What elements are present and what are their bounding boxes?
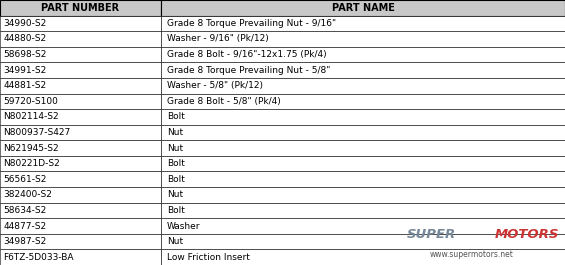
Bar — [0, 109, 161, 125]
Text: MOTORS: MOTORS — [494, 228, 559, 241]
Bar — [161, 94, 565, 109]
Text: Nut: Nut — [167, 144, 183, 153]
Text: www.supermotors.net: www.supermotors.net — [429, 250, 513, 259]
Text: Grade 8 Torque Prevailing Nut - 9/16": Grade 8 Torque Prevailing Nut - 9/16" — [167, 19, 336, 28]
Text: SUPER: SUPER — [407, 228, 456, 241]
Text: Low Friction Insert: Low Friction Insert — [167, 253, 250, 262]
Bar — [161, 234, 565, 249]
Bar — [0, 156, 161, 171]
Bar — [161, 203, 565, 218]
Bar — [161, 0, 565, 16]
Text: Grade 8 Torque Prevailing Nut - 5/8": Grade 8 Torque Prevailing Nut - 5/8" — [167, 66, 330, 75]
Text: Bolt: Bolt — [167, 206, 185, 215]
Text: 56561-S2: 56561-S2 — [3, 175, 47, 184]
Bar — [161, 249, 565, 265]
Text: Grade 8 Bolt - 9/16"-12x1.75 (Pk/4): Grade 8 Bolt - 9/16"-12x1.75 (Pk/4) — [167, 50, 327, 59]
Text: Nut: Nut — [167, 128, 183, 137]
Bar — [161, 62, 565, 78]
Bar — [0, 94, 161, 109]
Bar — [0, 31, 161, 47]
Bar — [0, 78, 161, 94]
Text: N621945-S2: N621945-S2 — [3, 144, 59, 153]
Bar — [161, 171, 565, 187]
Text: 44881-S2: 44881-S2 — [3, 81, 46, 90]
Bar — [0, 47, 161, 62]
Text: 34987-S2: 34987-S2 — [3, 237, 47, 246]
Text: 382400-S2: 382400-S2 — [3, 190, 53, 199]
Bar — [0, 140, 161, 156]
Bar — [0, 187, 161, 203]
Text: F6TZ-5D033-BA: F6TZ-5D033-BA — [3, 253, 74, 262]
Text: Washer - 9/16" (Pk/12): Washer - 9/16" (Pk/12) — [167, 34, 268, 43]
Text: 44880-S2: 44880-S2 — [3, 34, 46, 43]
Bar — [161, 125, 565, 140]
Bar — [0, 0, 161, 16]
Text: 58698-S2: 58698-S2 — [3, 50, 47, 59]
Text: 44877-S2: 44877-S2 — [3, 222, 46, 231]
Bar — [0, 62, 161, 78]
Bar — [161, 140, 565, 156]
Text: Nut: Nut — [167, 237, 183, 246]
Text: N80221D-S2: N80221D-S2 — [3, 159, 60, 168]
Bar — [0, 234, 161, 249]
Bar — [161, 109, 565, 125]
Text: Bolt: Bolt — [167, 112, 185, 121]
Bar — [0, 203, 161, 218]
Text: Bolt: Bolt — [167, 175, 185, 184]
Bar — [161, 78, 565, 94]
Text: Washer - 5/8" (Pk/12): Washer - 5/8" (Pk/12) — [167, 81, 263, 90]
Text: 58634-S2: 58634-S2 — [3, 206, 47, 215]
Bar — [0, 218, 161, 234]
Text: Washer: Washer — [167, 222, 200, 231]
Text: 34990-S2: 34990-S2 — [3, 19, 47, 28]
Text: PART NAME: PART NAME — [332, 3, 394, 13]
Text: 34991-S2: 34991-S2 — [3, 66, 47, 75]
Bar — [161, 218, 565, 234]
Bar — [161, 47, 565, 62]
Bar — [161, 16, 565, 31]
Bar — [161, 187, 565, 203]
Bar — [0, 249, 161, 265]
Bar — [0, 16, 161, 31]
Text: 59720-S100: 59720-S100 — [3, 97, 58, 106]
Bar — [161, 31, 565, 47]
Bar — [0, 171, 161, 187]
Bar — [0, 125, 161, 140]
Text: N802114-S2: N802114-S2 — [3, 112, 59, 121]
Text: PART NUMBER: PART NUMBER — [41, 3, 120, 13]
Text: N800937-S427: N800937-S427 — [3, 128, 71, 137]
Text: Grade 8 Bolt - 5/8" (Pk/4): Grade 8 Bolt - 5/8" (Pk/4) — [167, 97, 280, 106]
Text: Nut: Nut — [167, 190, 183, 199]
Bar — [161, 156, 565, 171]
Text: Bolt: Bolt — [167, 159, 185, 168]
